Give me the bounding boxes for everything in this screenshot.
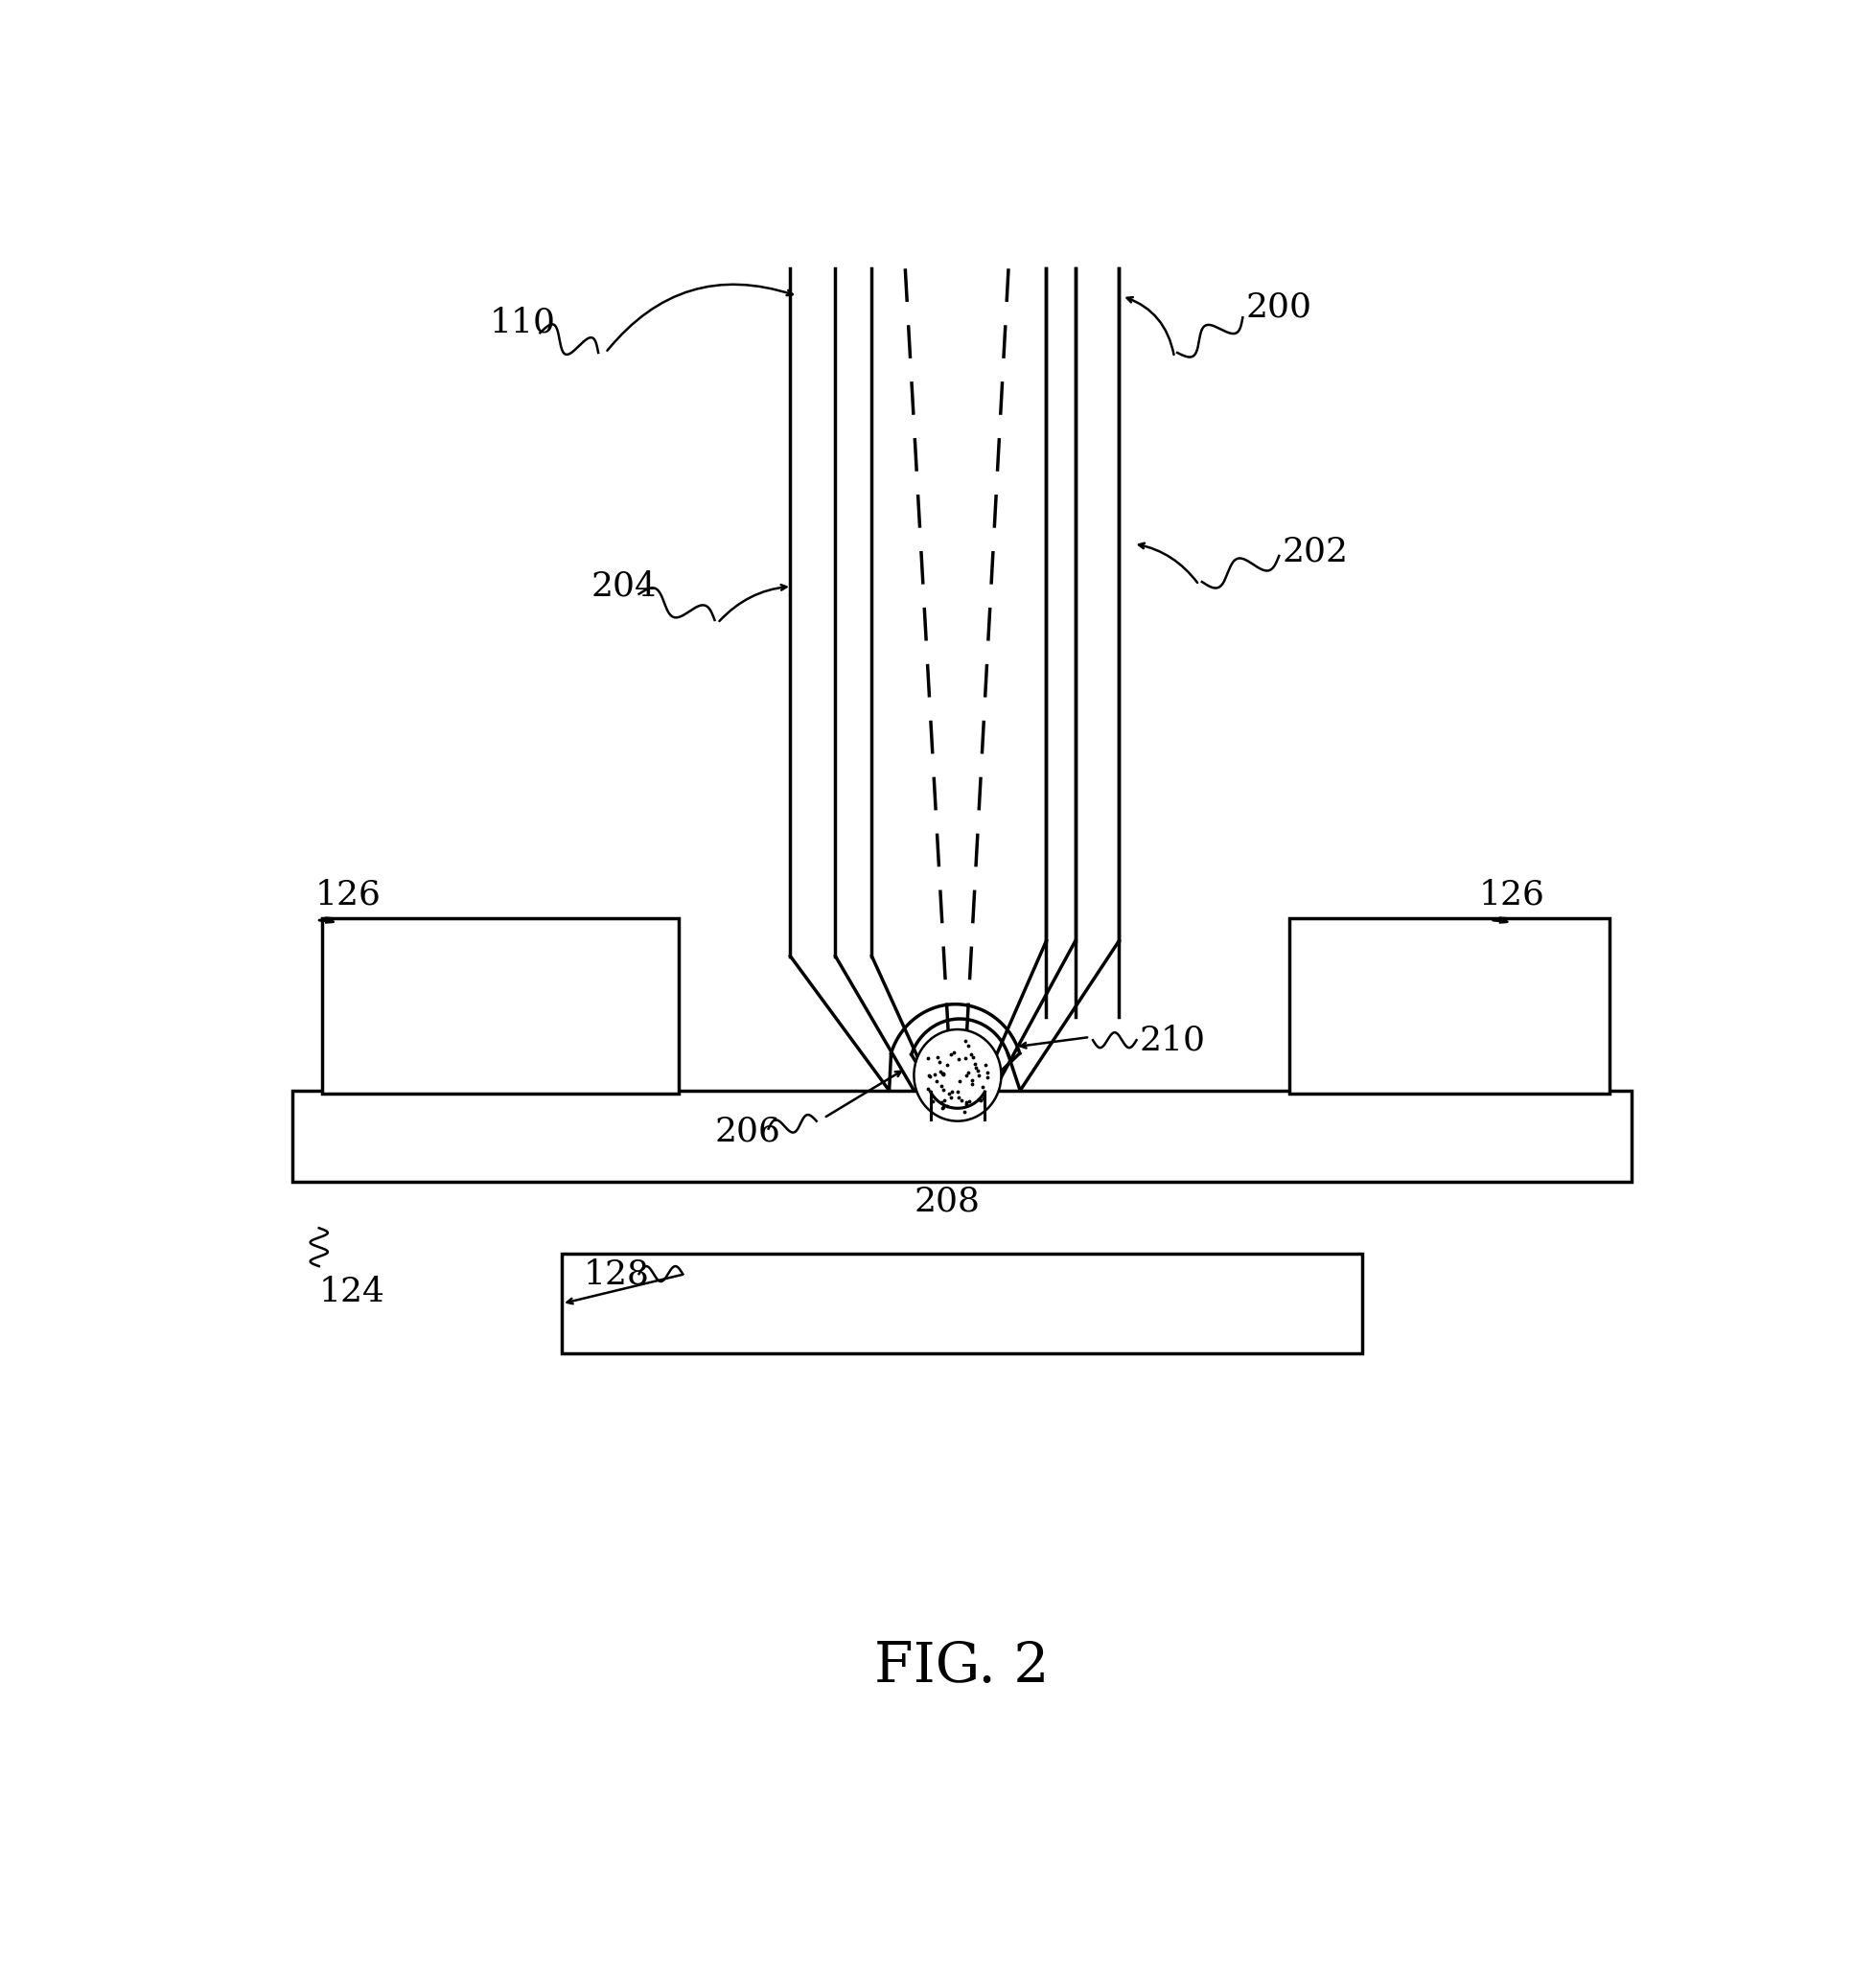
Text: 204: 204: [591, 569, 657, 603]
Bar: [561, 1254, 1362, 1353]
Text: 128: 128: [583, 1258, 649, 1290]
Text: 208: 208: [914, 1184, 979, 1218]
Text: 206: 206: [715, 1115, 780, 1149]
Bar: [1289, 919, 1608, 1093]
Text: 126: 126: [315, 879, 381, 911]
Bar: [323, 919, 677, 1093]
Text: FIG. 2: FIG. 2: [874, 1639, 1049, 1692]
Text: 124: 124: [319, 1276, 385, 1309]
Bar: [293, 1091, 1630, 1182]
Text: 210: 210: [1139, 1024, 1204, 1055]
Text: 126: 126: [1478, 879, 1544, 911]
Circle shape: [914, 1030, 1000, 1121]
Text: 110: 110: [490, 306, 555, 339]
Text: 202: 202: [1281, 536, 1347, 567]
Text: 200: 200: [1246, 290, 1311, 323]
